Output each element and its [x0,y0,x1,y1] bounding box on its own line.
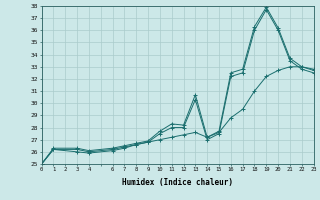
X-axis label: Humidex (Indice chaleur): Humidex (Indice chaleur) [122,178,233,187]
